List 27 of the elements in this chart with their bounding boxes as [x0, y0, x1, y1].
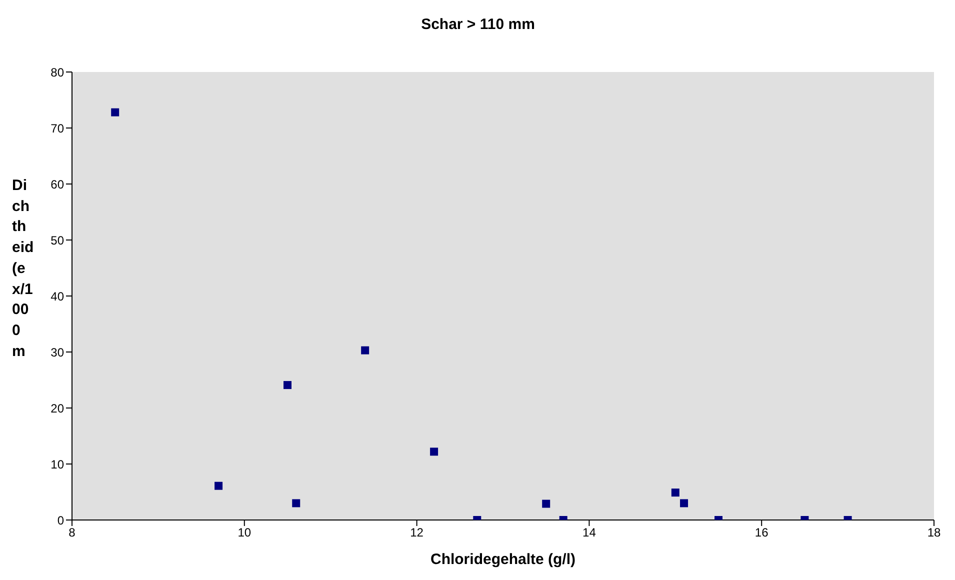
text: Dichtheid (ex/1000 m [12, 177, 34, 360]
y-tick-label: 80 [50, 65, 64, 80]
y-tick-label: 10 [50, 457, 64, 472]
point [542, 500, 550, 508]
x-tick-label: 12 [410, 526, 424, 540]
y-tick-label: 60 [50, 177, 64, 192]
x-axis-title: Chloridegehalte (g/l) [429, 551, 576, 568]
y-tick-label: 30 [50, 345, 64, 360]
point [292, 499, 300, 508]
chart-title: Schar > 110 mm [420, 16, 536, 33]
x-tick-label: 8 [68, 526, 76, 540]
y-tick-label: 40 [50, 289, 64, 304]
x-tick-label: 16 [754, 526, 769, 540]
y-tick-label: 70 [50, 121, 64, 136]
point [361, 346, 370, 354]
y-tick-label: 0 [57, 513, 64, 528]
x-tick-label: 18 [927, 526, 941, 540]
point [430, 448, 438, 456]
point [111, 108, 120, 116]
x-tick-label: 14 [582, 526, 596, 540]
x-tick-label: 10 [238, 526, 252, 540]
y-tick-label: 20 [50, 401, 64, 416]
point [671, 488, 680, 497]
point [214, 482, 223, 490]
point [284, 381, 292, 390]
y-tick-label: 50 [50, 233, 64, 248]
point [680, 499, 688, 508]
